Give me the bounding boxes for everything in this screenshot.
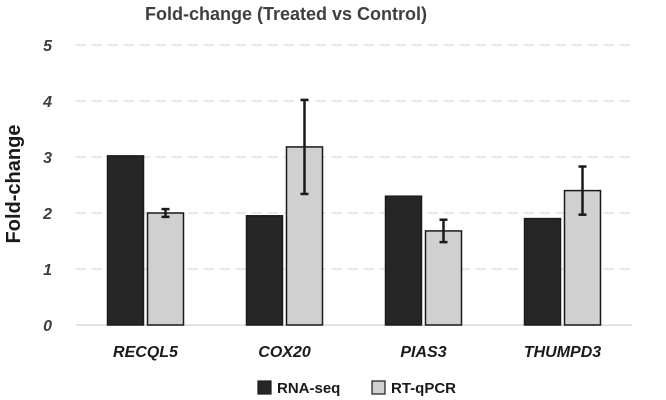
bar-rna-seq-thumpd3 — [523, 217, 562, 326]
legend-label: RNA-seq — [277, 380, 340, 397]
y-tick-label: 4 — [42, 94, 52, 111]
error-bar-thumpd3 — [578, 165, 587, 216]
error-bar-recql5 — [161, 207, 170, 219]
error-bars — [161, 98, 587, 244]
legend-item: RNA-seq — [257, 380, 340, 397]
legend: RNA-seq RT-qPCR — [257, 380, 456, 397]
bar-rna-seq-cox20 — [245, 215, 284, 326]
y-tick-label: 5 — [43, 38, 53, 55]
y-tick-label: 3 — [43, 150, 52, 167]
bar-rna-seq-recql5 — [106, 155, 145, 326]
y-tick-label: 1 — [43, 262, 52, 279]
legend-item: RT-qPCR — [371, 380, 456, 397]
x-tick-label: THUMPD3 — [524, 344, 601, 361]
y-axis-label: Fold-change — [3, 125, 25, 244]
bar-rt-qpcr-recql5 — [146, 212, 185, 326]
error-bar-cox20 — [300, 98, 309, 196]
legend-label: RT-qPCR — [391, 380, 456, 397]
chart-title: Fold-change (Treated vs Control) — [145, 4, 427, 24]
x-tick-label: COX20 — [258, 344, 311, 361]
x-tick-label: RECQL5 — [113, 344, 179, 361]
y-axis-ticks: 0 1 2 3 4 5 — [42, 38, 53, 335]
y-tick-label: 2 — [42, 206, 52, 223]
x-axis-ticks: RECQL5 COX20 PIAS3 THUMPD3 — [113, 344, 601, 361]
legend-swatch — [371, 380, 386, 395]
x-tick-label: PIAS3 — [400, 344, 446, 361]
bar-rna-seq-pias3 — [384, 195, 423, 326]
bars — [106, 146, 602, 326]
y-tick-label: 0 — [43, 318, 52, 335]
bar-rt-qpcr-pias3 — [424, 230, 463, 326]
legend-swatch — [257, 380, 272, 395]
error-bar-pias3 — [439, 218, 448, 244]
